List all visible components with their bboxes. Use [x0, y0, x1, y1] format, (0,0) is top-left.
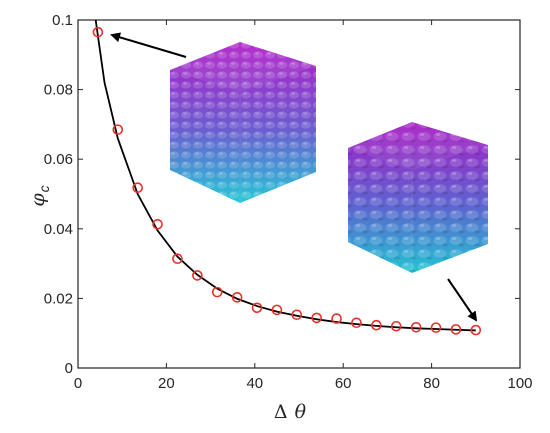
data-point-marker — [351, 317, 362, 329]
data-point-marker — [271, 304, 283, 316]
data-point-marker — [251, 302, 263, 314]
arrow-to-first-point — [110, 32, 187, 58]
y-tick-label: 0.08 — [44, 82, 73, 99]
y-axis-label: φc — [27, 185, 52, 206]
x-axis-label-var: θ — [295, 401, 307, 423]
data-point-marker — [112, 124, 124, 135]
data-point-marker — [430, 322, 442, 333]
data-point-marker — [470, 324, 482, 336]
x-tick-label: 40 — [246, 375, 263, 392]
data-point-marker — [152, 218, 163, 230]
fit-curve — [94, 19, 476, 332]
y-tick-label: 0.02 — [44, 290, 73, 307]
y-axis-label-sub: c — [36, 185, 52, 192]
data-point-marker — [132, 182, 143, 194]
data-point-marker — [390, 320, 402, 332]
data-point-marker — [311, 312, 322, 324]
x-tick-label: 100 — [507, 375, 532, 392]
data-point-marker — [172, 253, 183, 265]
data-point-marker — [410, 321, 422, 333]
arrow-to-last-point — [447, 278, 478, 322]
data-point-marker — [450, 324, 462, 335]
data-point-marker — [92, 26, 104, 38]
inset-small-particle-cluster — [348, 122, 488, 273]
svg-text:φc: φc — [27, 185, 52, 206]
data-point-marker — [192, 270, 203, 281]
x-tick-label: 0 — [74, 375, 82, 392]
inset-large-particle-cluster — [170, 42, 316, 203]
data-point-marker — [291, 309, 303, 321]
y-tick-label: 0.04 — [44, 221, 73, 238]
x-tick-label: 20 — [158, 375, 175, 392]
data-point-marker — [331, 313, 342, 324]
x-tick-label: 60 — [335, 375, 352, 392]
x-axis-label-symbol: Δ — [274, 401, 288, 423]
y-tick-label: 0.06 — [44, 151, 73, 168]
y-tick-label: 0.1 — [52, 12, 73, 29]
data-point-marker — [371, 319, 382, 331]
x-tick-label: 80 — [423, 375, 440, 392]
y-axis-label-var: φ — [27, 193, 49, 207]
y-tick-label: 0 — [65, 360, 73, 377]
data-point-marker — [231, 292, 243, 303]
data-point-marker — [211, 286, 223, 298]
